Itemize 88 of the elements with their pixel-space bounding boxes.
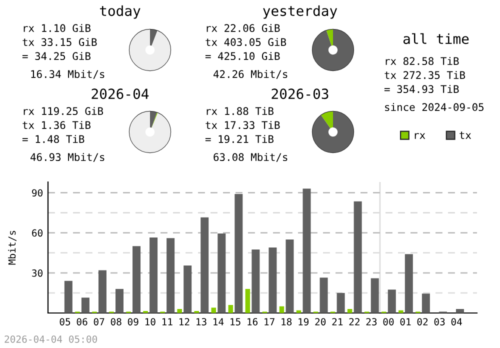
- x-tick-label: 16: [248, 318, 258, 326]
- text: rx 1.88 TiB: [206, 106, 274, 116]
- text: 16.34 Mbit/s: [31, 70, 104, 79]
- y-tick-label: 60: [32, 229, 43, 237]
- bar: [218, 233, 226, 313]
- bar: [252, 250, 260, 313]
- x-tick-label: 19: [298, 318, 309, 326]
- x-tick-label: 03: [434, 318, 445, 326]
- x-tick-label: 02: [417, 318, 428, 326]
- x-tick-label: 07: [94, 318, 104, 326]
- bar: [64, 280, 72, 313]
- bar: [98, 270, 106, 313]
- bar: [456, 308, 464, 313]
- text: 63.08 Mbit/s: [214, 152, 288, 162]
- bar: [234, 194, 243, 313]
- bar: [354, 201, 362, 313]
- bar: [211, 308, 216, 313]
- text: 42.26 Mbit/s: [214, 70, 288, 79]
- text: tx 403.05 GiB: [206, 38, 286, 46]
- bar: [398, 310, 404, 313]
- bar: [422, 294, 430, 313]
- bar: [370, 278, 379, 313]
- x-tick-label: 06: [76, 318, 88, 326]
- text: = 19.21 TiB: [205, 134, 274, 144]
- chart-title: 2026-03: [272, 88, 328, 100]
- bar: [228, 304, 234, 313]
- y-tick-label: 90: [32, 189, 43, 197]
- text: = 354.93 TiB: [384, 84, 459, 94]
- text: rx 1.10 GiB: [24, 24, 90, 32]
- x-tick-label: 09: [128, 318, 138, 326]
- bar: [184, 266, 192, 313]
- x-tick-label: 04: [451, 318, 462, 326]
- x-tick-label: 13: [196, 318, 206, 326]
- bar: [116, 288, 124, 313]
- chart-title: 2026-04: [92, 88, 149, 100]
- x-tick-label: 23: [366, 318, 377, 326]
- text: tx 1.36 TiB: [22, 120, 90, 130]
- text: tx 17.33 TiB: [206, 120, 280, 130]
- text: = 425.10 GiB: [205, 52, 280, 60]
- text: since 2024-09-05: [385, 102, 484, 112]
- x-tick-label: 21: [332, 318, 343, 326]
- text: all time: [403, 33, 469, 44]
- text: tx 272.35 TiB: [384, 70, 466, 80]
- chart-title: today: [100, 5, 140, 19]
- x-tick-label: 11: [162, 318, 172, 326]
- bar: [177, 308, 182, 313]
- bar: [347, 308, 352, 313]
- donut-slice: [326, 29, 333, 46]
- x-tick-label: 15: [230, 318, 240, 326]
- text: 2026-04-04 05:00: [4, 335, 98, 343]
- donut-slice: [320, 111, 333, 128]
- x-tick-label: 14: [214, 318, 224, 326]
- text: rx 119.25 GiB: [24, 106, 104, 116]
- bar: [302, 188, 311, 313]
- bar: [320, 278, 328, 313]
- x-tick-label: 08: [110, 318, 122, 326]
- x-tick-label: 12: [180, 318, 190, 326]
- x-tick-label: 18: [282, 318, 292, 326]
- bar: [166, 238, 175, 313]
- legend-label: tx: [460, 132, 472, 139]
- bar: [286, 239, 294, 313]
- text: tx 33.15 GiB: [22, 38, 97, 46]
- bar: [388, 290, 396, 313]
- chart-title: yesterday: [263, 5, 338, 19]
- text: rx 22.06 GiB: [206, 24, 280, 32]
- bar: [268, 248, 277, 313]
- text: rx 82.58 TiB: [386, 56, 459, 66]
- bar: [336, 292, 345, 313]
- x-tick-label: 20: [315, 318, 326, 326]
- text: 46.93 Mbit/s: [30, 152, 104, 162]
- x-tick-label: 05: [60, 318, 70, 326]
- y-tick-label: 30: [32, 269, 43, 277]
- x-tick-label: 22: [349, 318, 360, 326]
- x-tick-label: 17: [264, 318, 274, 326]
- y-axis-title: Mbit/s: [8, 230, 16, 265]
- text: = 1.48 TiB: [22, 134, 84, 144]
- bar: [150, 237, 158, 313]
- bar: [200, 217, 209, 313]
- text: = 34.25 GiB: [22, 52, 90, 60]
- bar: [279, 306, 284, 313]
- x-tick-label: 00: [383, 318, 394, 326]
- x-tick-label: 01: [400, 318, 411, 326]
- bar: [132, 246, 141, 313]
- legend-label: rx: [414, 133, 426, 139]
- bar: [404, 254, 413, 313]
- bar: [81, 298, 90, 313]
- x-tick-label: 10: [145, 318, 156, 326]
- bar: [245, 288, 250, 313]
